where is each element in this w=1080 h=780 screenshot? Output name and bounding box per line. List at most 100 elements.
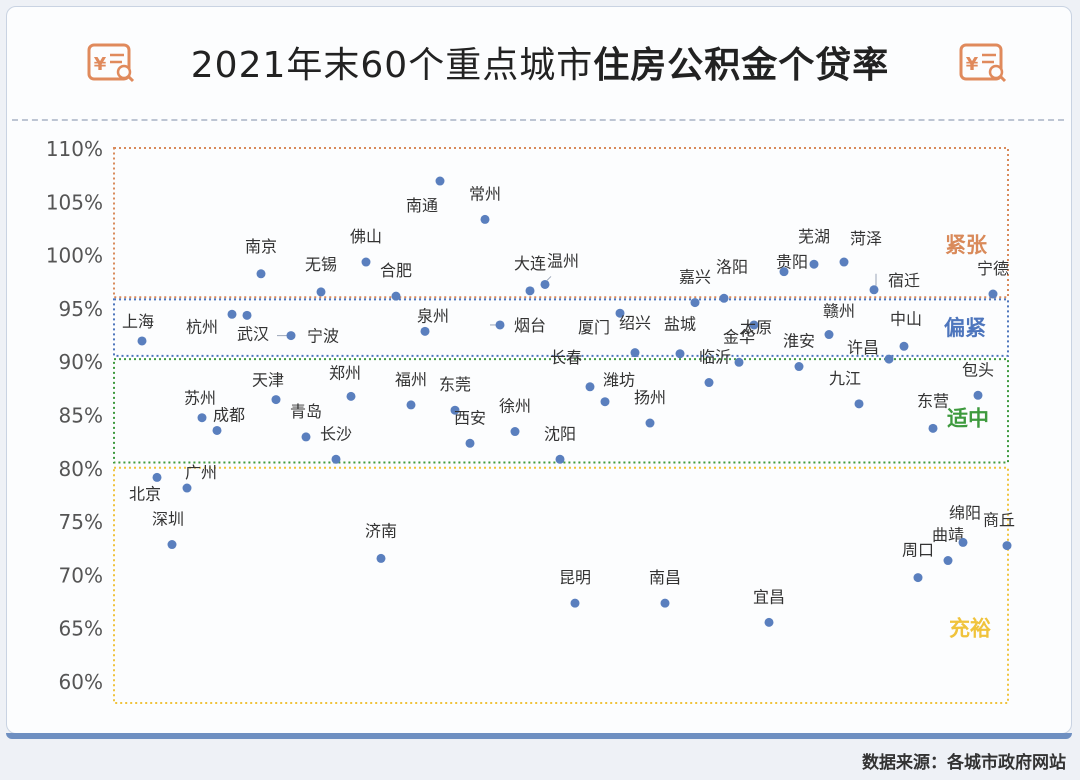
data-point [839, 257, 849, 267]
receipt-yen-search-icon: ¥ [959, 43, 1007, 83]
point-label: 嘉兴 [679, 268, 711, 287]
data-point [212, 425, 222, 435]
y-tick-label: 60% [59, 670, 103, 694]
data-point [660, 598, 670, 608]
point-label: 宿迁 [888, 271, 920, 290]
data-point [435, 176, 445, 186]
point-label: 周口 [902, 541, 934, 560]
data-point [391, 291, 401, 301]
y-tick-label: 110% [46, 137, 103, 161]
point-label: 广州 [185, 463, 217, 482]
y-tick-label: 90% [59, 350, 103, 374]
point-label: 绍兴 [619, 314, 651, 333]
point-label: 洛阳 [716, 257, 748, 276]
point-label: 商丘 [983, 511, 1015, 530]
point-label: 贵阳 [776, 253, 808, 272]
point-label: 北京 [129, 484, 161, 503]
point-label: 金华 [723, 327, 755, 346]
data-point [645, 418, 655, 428]
point-label: 菏泽 [850, 229, 882, 248]
svg-text:¥: ¥ [966, 54, 979, 75]
point-label: 郑州 [329, 363, 361, 382]
zone-box [113, 466, 1009, 704]
point-label: 常州 [469, 184, 501, 203]
point-label: 宁波 [307, 327, 339, 346]
card-bottom-bar [6, 733, 1072, 739]
point-label: 昆明 [559, 568, 591, 587]
data-point [346, 391, 356, 401]
data-point [242, 310, 252, 320]
point-label: 中山 [890, 309, 922, 328]
point-label: 成都 [213, 405, 245, 424]
data-point [152, 472, 162, 482]
data-source: 数据来源：各城市政府网站 [862, 753, 1066, 773]
data-point [988, 289, 998, 299]
data-point [540, 279, 550, 289]
point-label: 宁德 [977, 259, 1009, 278]
data-point [286, 331, 296, 341]
data-point [943, 556, 953, 566]
point-label: 南昌 [649, 568, 681, 587]
point-label: 深圳 [152, 510, 184, 529]
data-point [869, 285, 879, 295]
data-point [973, 390, 983, 400]
data-point [719, 293, 729, 303]
data-point [794, 362, 804, 372]
point-label: 合肥 [380, 261, 412, 280]
data-point [704, 378, 714, 388]
svg-text:¥: ¥ [94, 54, 107, 75]
data-point [884, 354, 894, 364]
leader-line [546, 276, 552, 281]
data-point [928, 423, 938, 433]
point-label: 宜昌 [753, 587, 785, 606]
data-point [480, 214, 490, 224]
point-label: 武汉 [237, 324, 269, 343]
zone-box [113, 358, 1009, 464]
data-point [690, 298, 700, 308]
y-tick-label: 70% [59, 563, 103, 587]
title-separator [12, 119, 1064, 121]
point-label: 绵阳 [949, 503, 981, 522]
data-point [525, 286, 535, 296]
zone-label: 紧张 [945, 233, 988, 257]
point-label: 潍坊 [603, 371, 635, 390]
y-tick-label: 80% [59, 457, 103, 481]
y-tick-label: 75% [59, 510, 103, 534]
data-point [495, 320, 505, 330]
point-label: 济南 [365, 521, 397, 540]
data-point [899, 341, 909, 351]
point-label: 沈阳 [544, 424, 576, 443]
point-label: 厦门 [578, 318, 610, 337]
point-label: 青岛 [290, 402, 322, 421]
data-point [600, 397, 610, 407]
point-label: 长沙 [320, 424, 352, 443]
data-point [958, 537, 968, 547]
data-point [734, 357, 744, 367]
data-point [1002, 541, 1012, 551]
point-label: 大连 [514, 254, 546, 273]
point-label: 上海 [122, 312, 154, 331]
data-point [167, 540, 177, 550]
point-label: 温州 [547, 251, 579, 270]
title-part1: 2021年末60个重点城市 [190, 45, 594, 86]
data-point [749, 320, 759, 330]
data-point [227, 309, 237, 319]
data-point [585, 382, 595, 392]
data-point [406, 400, 416, 410]
point-label: 苏州 [184, 389, 216, 408]
point-label: 佛山 [350, 227, 382, 246]
data-point [913, 573, 923, 583]
point-label: 泉州 [417, 306, 449, 325]
data-point [510, 427, 520, 437]
point-label: 福州 [395, 370, 427, 389]
chart-title: 2021年末60个重点城市住房公积金个贷率 [191, 38, 889, 94]
data-point [615, 308, 625, 318]
data-point [316, 287, 326, 297]
point-label: 南京 [245, 237, 277, 256]
y-tick-label: 85% [59, 404, 103, 428]
data-point [675, 349, 685, 359]
point-label: 九江 [829, 369, 861, 388]
y-tick-label: 100% [46, 244, 103, 268]
data-point [271, 395, 281, 405]
data-point [450, 405, 460, 415]
